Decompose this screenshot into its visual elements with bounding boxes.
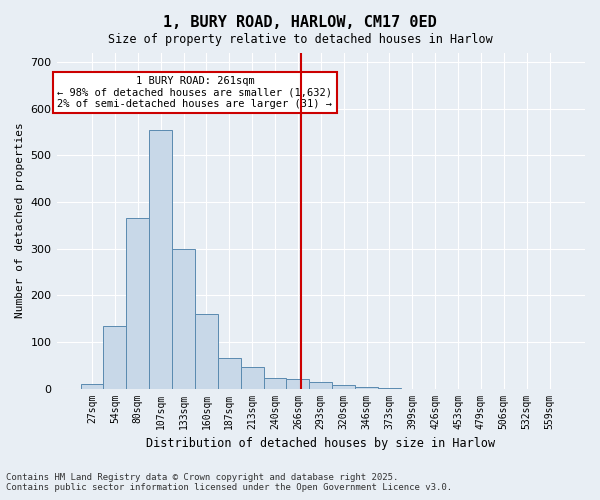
X-axis label: Distribution of detached houses by size in Harlow: Distribution of detached houses by size …	[146, 437, 496, 450]
Text: Contains HM Land Registry data © Crown copyright and database right 2025.
Contai: Contains HM Land Registry data © Crown c…	[6, 473, 452, 492]
Bar	[103, 326, 127, 388]
Bar	[195, 314, 218, 388]
Bar	[127, 218, 149, 388]
Bar	[149, 130, 172, 388]
Text: 1 BURY ROAD: 261sqm
← 98% of detached houses are smaller (1,632)
2% of semi-deta: 1 BURY ROAD: 261sqm ← 98% of detached ho…	[58, 76, 332, 109]
Bar	[286, 379, 310, 388]
Bar	[80, 384, 103, 388]
Y-axis label: Number of detached properties: Number of detached properties	[15, 122, 25, 318]
Bar	[263, 378, 286, 388]
Bar	[241, 366, 263, 388]
Bar	[332, 385, 355, 388]
Text: Size of property relative to detached houses in Harlow: Size of property relative to detached ho…	[107, 32, 493, 46]
Bar	[172, 250, 195, 388]
Bar	[310, 382, 332, 388]
Bar	[355, 386, 378, 388]
Bar	[218, 358, 241, 388]
Text: 1, BURY ROAD, HARLOW, CM17 0ED: 1, BURY ROAD, HARLOW, CM17 0ED	[163, 15, 437, 30]
